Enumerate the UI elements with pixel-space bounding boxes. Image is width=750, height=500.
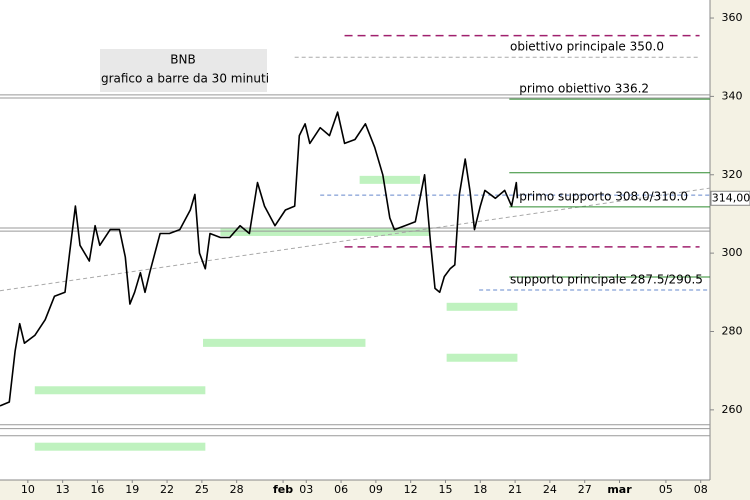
level-label: primo supporto 308.0/310.0 xyxy=(519,189,688,203)
x-tick-label: feb xyxy=(273,483,293,496)
info-box xyxy=(100,49,267,92)
x-tick-label: 03 xyxy=(299,483,313,496)
x-tick-label: mar xyxy=(607,483,632,496)
x-tick-label: 27 xyxy=(578,483,592,496)
last-price-box xyxy=(710,190,750,206)
support-zone xyxy=(220,227,431,236)
support-zone xyxy=(446,353,518,362)
zones xyxy=(34,175,518,451)
trendline xyxy=(0,187,711,292)
y-tick-label: 300 xyxy=(722,246,743,259)
series xyxy=(0,111,519,407)
x-tick-label: 10 xyxy=(21,483,35,496)
x-tick-label: 08 xyxy=(694,483,708,496)
support-zone xyxy=(203,338,366,347)
last-price-label: 314,00 xyxy=(712,191,750,204)
x-tick-label: 16 xyxy=(90,483,104,496)
level-label: obiettivo principale 350.0 xyxy=(510,40,664,54)
level-label: supporto principale 287.5/290.5 xyxy=(510,272,703,286)
y-tick-label: 340 xyxy=(722,89,743,102)
x-tick-label: 06 xyxy=(334,483,348,496)
x-tick-label: 24 xyxy=(543,483,557,496)
x-tick-label: 13 xyxy=(56,483,70,496)
y-tick-label: 360 xyxy=(722,11,743,24)
x-tick-label: 25 xyxy=(195,483,209,496)
y-axis-panel xyxy=(710,0,750,500)
x-tick-label: 05 xyxy=(659,483,673,496)
x-tick-label: 12 xyxy=(404,483,418,496)
y-tick-label: 320 xyxy=(722,168,743,181)
axes: 260 280 300 320 340 360 314,00 10 13 16 19 22 25 28 fe… xyxy=(21,11,750,496)
level-label: primo obiettivo 336.2 xyxy=(519,82,649,96)
price-line xyxy=(0,111,519,407)
info-title: BNB xyxy=(170,53,195,67)
y-tick-label: 280 xyxy=(722,324,743,337)
support-zone xyxy=(34,442,206,451)
x-tick-label: 09 xyxy=(369,483,383,496)
levels: obiettivo principale 350.0 primo obiettiv… xyxy=(0,34,711,437)
support-zone xyxy=(34,386,206,395)
support-zone xyxy=(446,302,518,311)
support-zone xyxy=(359,175,420,184)
x-tick-label: 22 xyxy=(160,483,174,496)
x-tick-label: 18 xyxy=(473,483,487,496)
x-tick-label: 28 xyxy=(230,483,244,496)
info-subtitle: grafico a barre da 30 minuti xyxy=(101,72,269,86)
x-tick-label: 15 xyxy=(438,483,452,496)
x-axis-panel xyxy=(0,480,750,500)
x-tick-label: 19 xyxy=(125,483,139,496)
y-tick-label: 260 xyxy=(722,403,743,416)
x-tick-label: 21 xyxy=(508,483,522,496)
